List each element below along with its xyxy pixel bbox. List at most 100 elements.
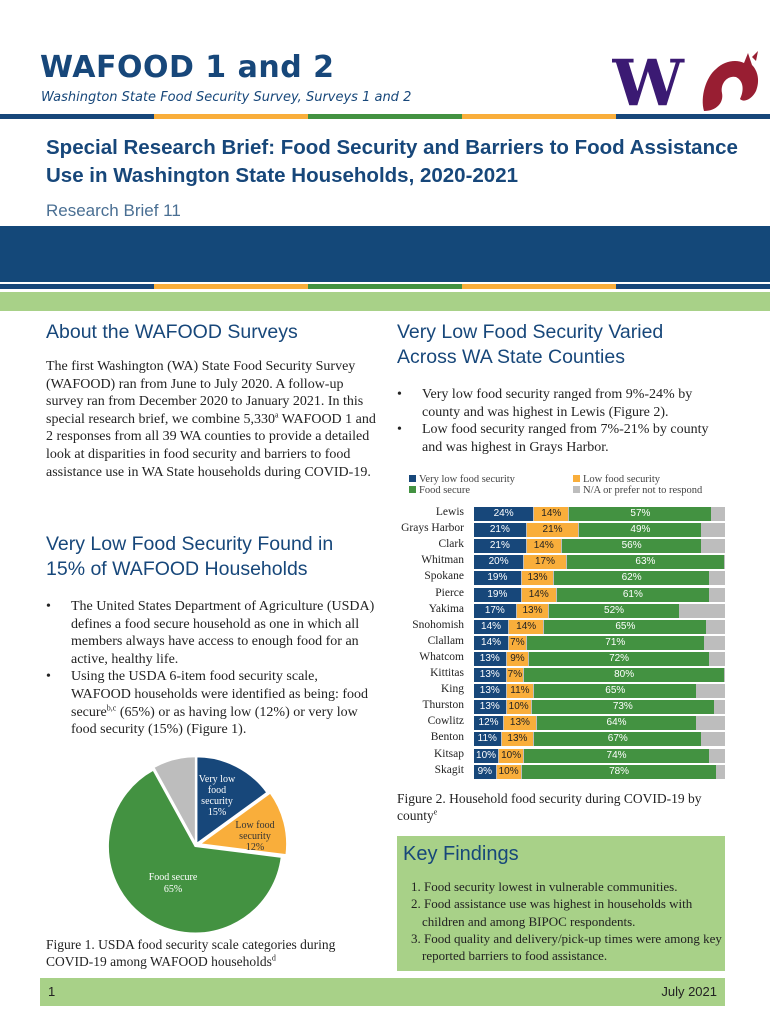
bar-segment-very-low: 13% bbox=[474, 651, 506, 666]
bar-segment-very-low: 21% bbox=[474, 539, 526, 554]
key-finding-item: 3. Food quality and delivery/pick-up tim… bbox=[411, 930, 722, 964]
bar-segment-low: 10% bbox=[499, 748, 524, 763]
bar-data-label: 21% bbox=[489, 524, 510, 536]
bar-data-label: 13% bbox=[507, 733, 528, 745]
bar-data-label: 10% bbox=[508, 701, 529, 713]
bar-data-label: 80% bbox=[614, 669, 635, 680]
bar-data-label: 73% bbox=[612, 701, 633, 713]
title-band bbox=[0, 226, 770, 282]
county-label: Yakima bbox=[428, 602, 464, 615]
bar-segment-food-secure: 57% bbox=[569, 507, 712, 521]
legend-item-low: Low food security bbox=[573, 474, 660, 486]
bar-data-label: 21% bbox=[542, 524, 563, 536]
bar-segment-food-secure: 78% bbox=[521, 764, 717, 779]
bar-segment-low: 14% bbox=[534, 507, 569, 521]
key-findings-list: 1. Food security lowest in vulnerable co… bbox=[411, 878, 725, 964]
bar-segment-low: 14% bbox=[521, 587, 556, 602]
bar-data-label: 13% bbox=[479, 652, 500, 664]
green-band bbox=[0, 292, 770, 311]
bar-data-label: 13% bbox=[527, 572, 548, 584]
brief-number: Research Brief 11 bbox=[46, 201, 181, 220]
vlfs-bullet-item: The United States Department of Agricult… bbox=[46, 598, 381, 668]
bar-segment-low: 10% bbox=[506, 700, 531, 715]
bar-data-label: 65% bbox=[605, 685, 626, 697]
bar-segment-very-low: 13% bbox=[474, 700, 506, 715]
legend-label: Low food security bbox=[583, 474, 660, 485]
vlfs-heading: Very Low Food Security Found in 15% of W… bbox=[46, 533, 334, 580]
bar-data-label: 61% bbox=[622, 588, 643, 600]
wsu-cougar-logo-icon bbox=[702, 51, 759, 111]
pie-slice-food-secure bbox=[107, 768, 283, 934]
county-label: Spokane bbox=[424, 570, 464, 583]
bar-segment-very-low: 13% bbox=[474, 668, 506, 682]
county-label: Pierce bbox=[435, 586, 464, 599]
bar-data-label: 7% bbox=[510, 636, 525, 648]
county-label: Snohomish bbox=[412, 618, 464, 631]
uw-logo-w: W bbox=[612, 47, 685, 113]
county-label: Grays Harbor bbox=[401, 522, 464, 535]
bar-data-label: 13% bbox=[479, 685, 500, 697]
bar-data-label: 13% bbox=[509, 717, 530, 729]
bar-segment-food-secure: 67% bbox=[534, 732, 702, 747]
bar-data-label: 62% bbox=[621, 572, 642, 584]
pie-slice-na bbox=[152, 755, 197, 844]
bar-data-label: 19% bbox=[487, 572, 508, 584]
county-bullet-item: Very low food security ranged from 9%-24… bbox=[397, 386, 727, 421]
key-finding-item: 2. Food assistance use was highest in ho… bbox=[411, 896, 693, 929]
bar-data-label: 10% bbox=[476, 749, 497, 761]
bar-data-label: 13% bbox=[479, 669, 500, 680]
report-series-title: WAFOOD 1 and 2 bbox=[40, 50, 335, 85]
bar-data-label: 17% bbox=[535, 556, 556, 568]
bar-data-label: 49% bbox=[630, 524, 651, 536]
legend-swatch bbox=[573, 475, 580, 482]
bar-data-label: 20% bbox=[488, 556, 509, 568]
bar-data-label: 13% bbox=[522, 604, 543, 616]
bar-data-label: 67% bbox=[607, 733, 628, 745]
county-label: Clallam bbox=[427, 634, 464, 647]
county-label: Whatcom bbox=[419, 650, 464, 663]
bar-data-label: 14% bbox=[528, 588, 549, 600]
bar-data-label: 14% bbox=[481, 636, 502, 648]
bar-segment-very-low: 17% bbox=[474, 603, 516, 618]
legend-label: Food secure bbox=[419, 485, 471, 496]
bar-data-label: 14% bbox=[533, 540, 554, 552]
pie-slice-low bbox=[197, 791, 288, 856]
footnote-marker: d bbox=[271, 953, 276, 963]
about-heading: About the WAFOOD Surveys bbox=[46, 321, 298, 343]
publication-date: July 2021 bbox=[661, 984, 717, 999]
page-number: 1 bbox=[48, 984, 56, 999]
pie-label-low: Low food security 12% bbox=[235, 820, 274, 853]
page-footer: 1 July 2021 bbox=[40, 978, 725, 1006]
bar-data-label: 10% bbox=[501, 749, 522, 761]
county-label: Lewis bbox=[435, 506, 464, 518]
legend-item-very-low: Very low food security bbox=[409, 474, 515, 486]
bar-data-label: 14% bbox=[481, 620, 502, 632]
bar-data-label: 14% bbox=[541, 508, 562, 519]
bar-segment-food-secure: 65% bbox=[534, 684, 697, 699]
stripe-segment bbox=[0, 114, 154, 119]
bar-segment-very-low: 10% bbox=[474, 748, 499, 763]
bar-segment-very-low: 13% bbox=[474, 684, 506, 699]
bar-segment-low: 14% bbox=[509, 619, 544, 634]
bar-segment-food-secure: 65% bbox=[544, 619, 707, 634]
bar-segment-low: 7% bbox=[509, 635, 526, 650]
bar-data-label: 56% bbox=[621, 540, 642, 552]
bar-segment-low: 11% bbox=[506, 684, 534, 699]
county-label: Kitsap bbox=[433, 747, 464, 760]
legend-swatch bbox=[409, 475, 416, 482]
bar-segment-food-secure: 73% bbox=[531, 700, 714, 715]
stripe-segment bbox=[308, 284, 462, 289]
bar-data-label: 11% bbox=[510, 685, 530, 697]
about-body-text-cont: WAFOOD 1 and 2 responses from all 39 WA … bbox=[46, 411, 376, 480]
stripe-segment bbox=[616, 284, 770, 289]
bar-segment-low: 21% bbox=[526, 523, 579, 538]
bar-data-label: 12% bbox=[478, 717, 499, 729]
county-label: Whitman bbox=[421, 554, 464, 567]
bar-segment-food-secure: 62% bbox=[554, 571, 709, 586]
county-label: Cowlitz bbox=[427, 715, 464, 728]
pie-label-food-secure: Food secure 65% bbox=[149, 872, 198, 895]
bar-data-label: 13% bbox=[479, 701, 500, 713]
bar-segment-low: 13% bbox=[521, 571, 554, 586]
bar-data-label: 19% bbox=[487, 588, 508, 600]
county-label: Benton bbox=[430, 731, 464, 744]
